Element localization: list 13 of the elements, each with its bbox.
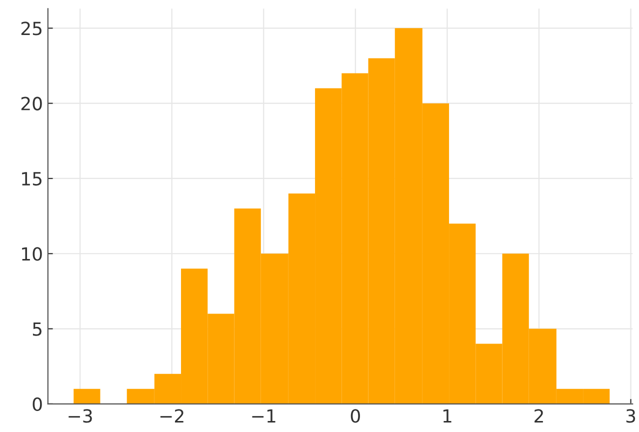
y-tick-label: 10	[22, 247, 42, 261]
y-tick-label: 15	[22, 172, 42, 186]
x-tick-label: 1	[443, 409, 452, 422]
y-tick-label: 20	[21, 96, 42, 110]
x-tick-label: 2	[534, 409, 543, 422]
y-tick-label: 0	[32, 397, 42, 412]
x-tick-label: −1	[252, 409, 276, 422]
x-tick-label: 0	[350, 409, 360, 423]
x-tick-label: −2	[160, 409, 184, 422]
y-tick-label: 5	[32, 322, 42, 336]
x-tick-label: −3	[68, 409, 92, 423]
x-tick-label: 3	[626, 409, 636, 423]
y-tick-label: 25	[21, 22, 42, 36]
